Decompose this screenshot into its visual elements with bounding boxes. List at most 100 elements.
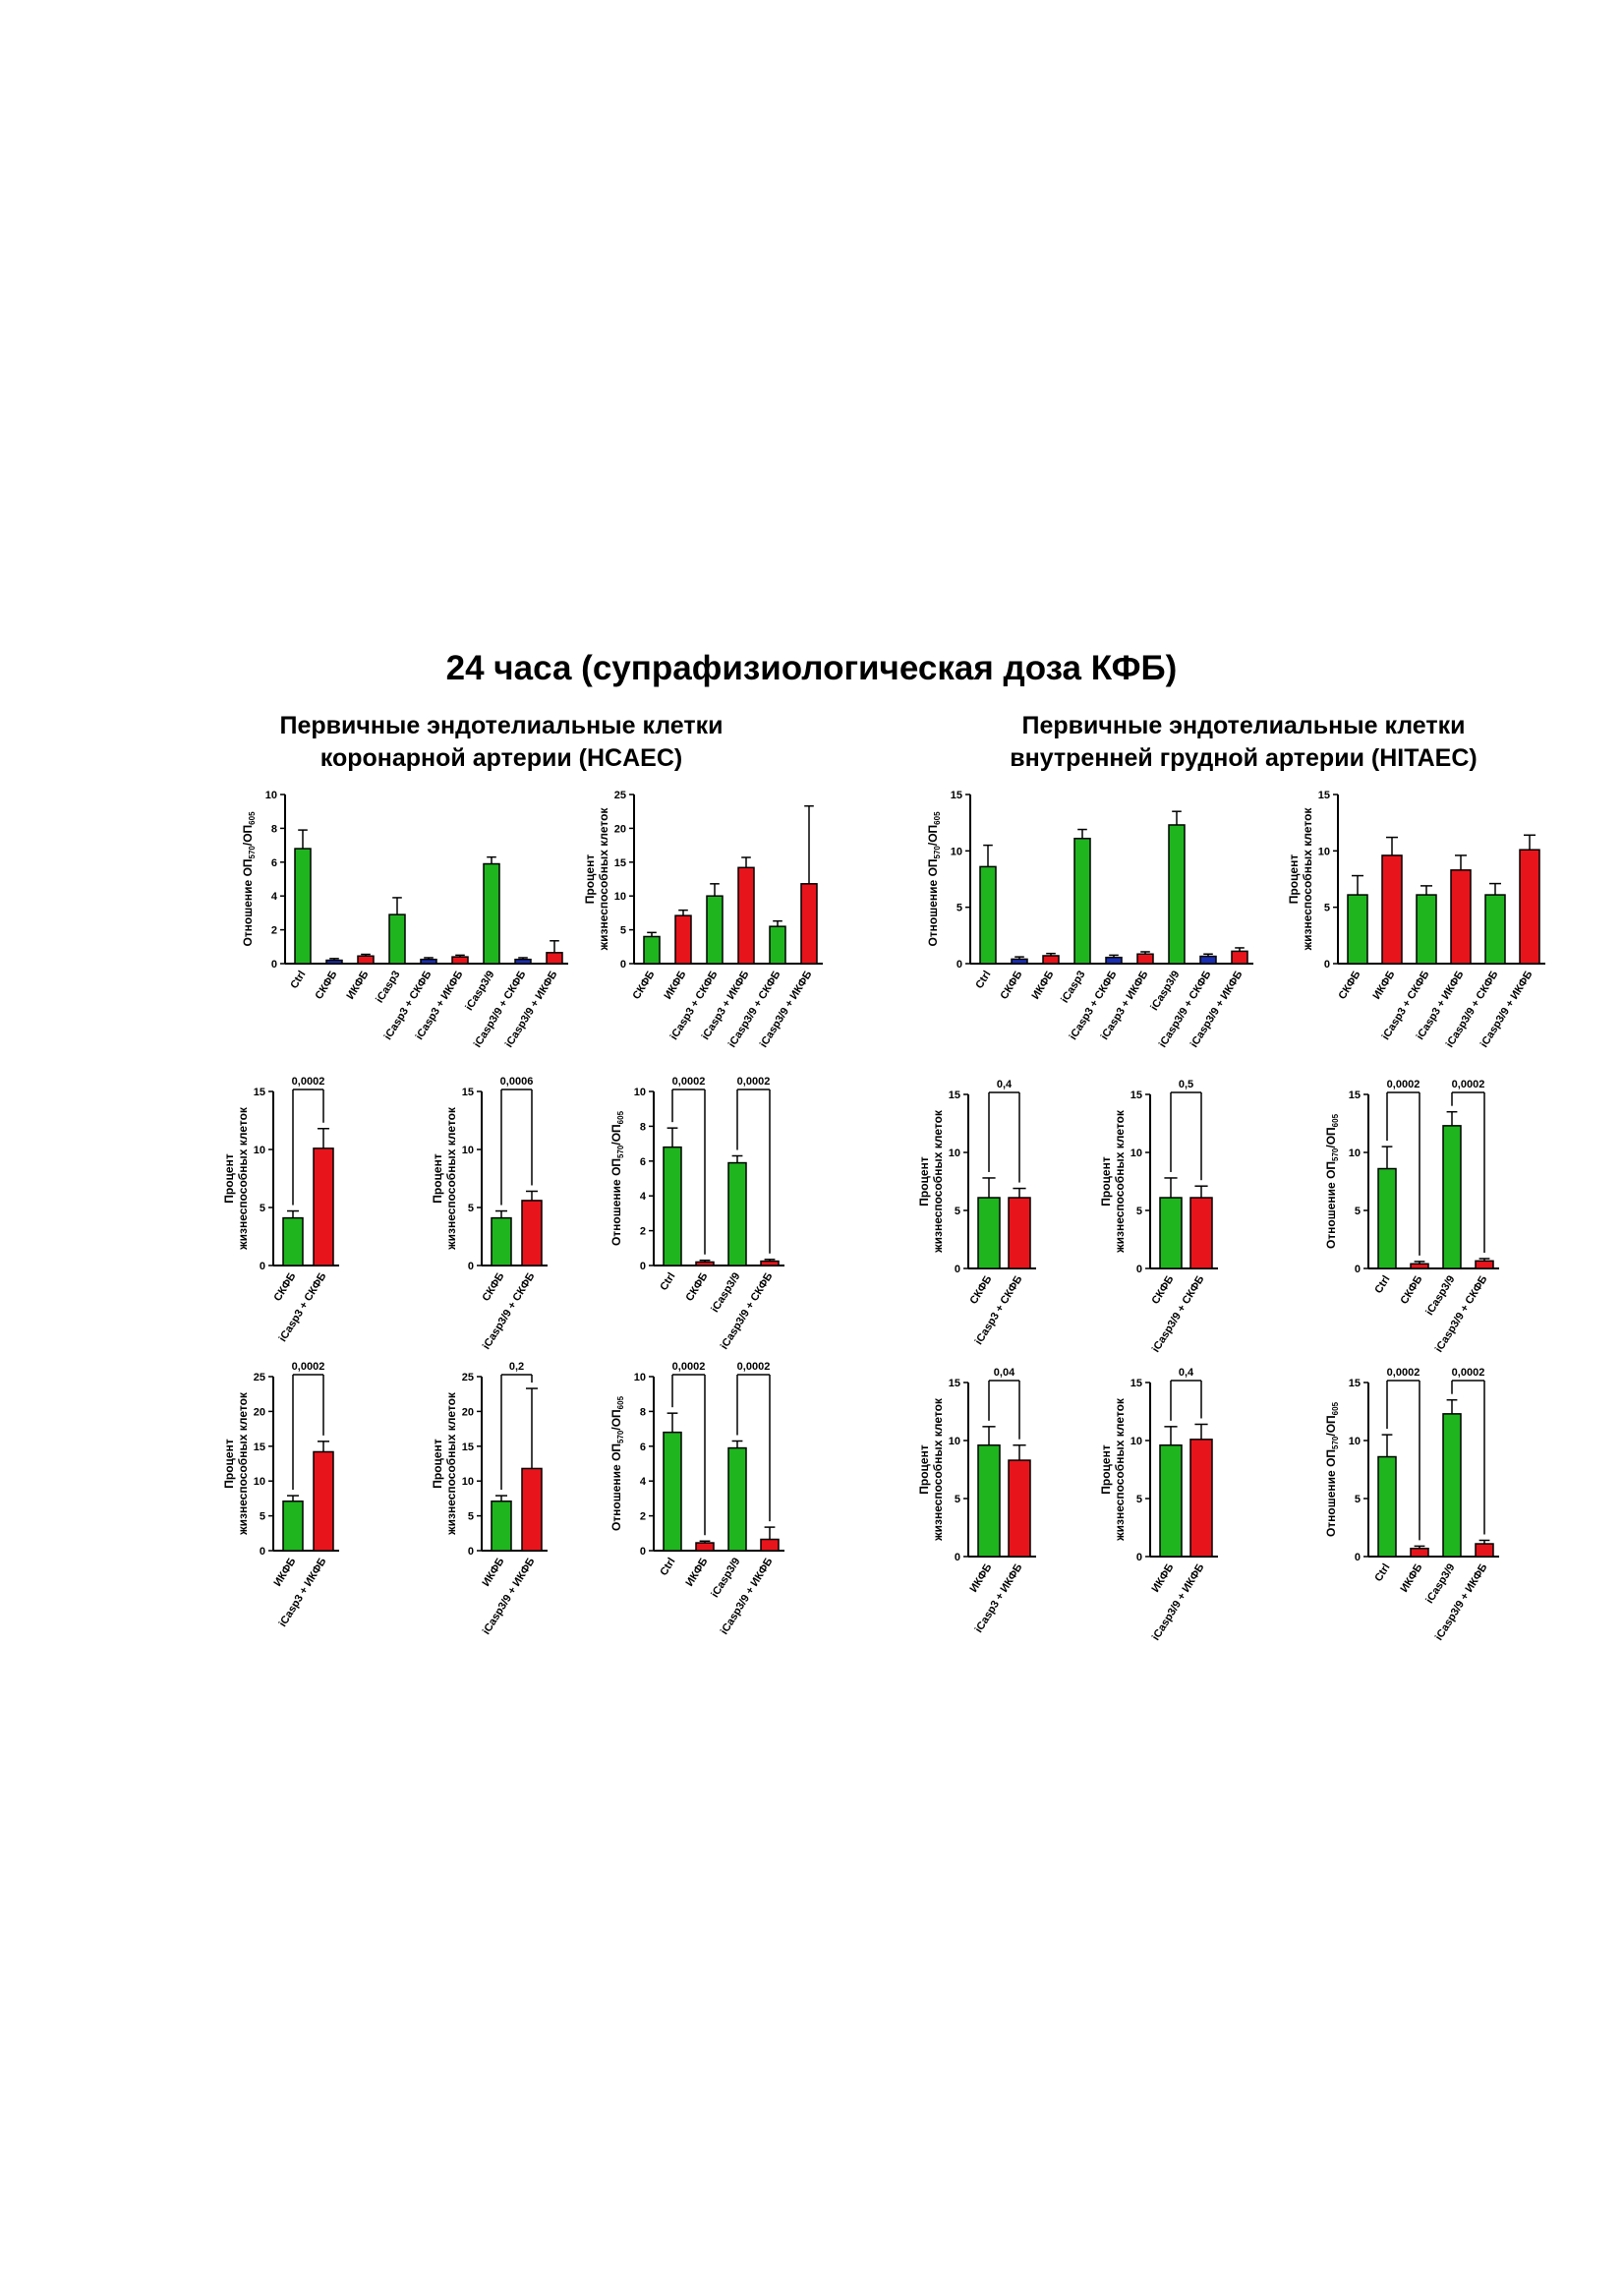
bar	[1519, 849, 1540, 965]
y-axis-label: Отношение ОП570/ОП605	[609, 1110, 625, 1246]
y-tick-label: 25	[462, 1372, 474, 1383]
y-tick-label: 2	[640, 1226, 646, 1238]
y-tick-label: 8	[640, 1406, 646, 1418]
subtitle-hitaec-line1: Первичные эндотелиальные клетки	[1021, 712, 1466, 739]
p-value-label: 0,0002	[1452, 1367, 1485, 1379]
y-tick-label: 25	[614, 790, 626, 801]
x-tick-label: iCasp3/9	[709, 1556, 742, 1600]
y-tick-label: 10	[951, 846, 962, 857]
x-tick-label: iCasp3/9	[1423, 1561, 1457, 1606]
bar	[1011, 958, 1028, 965]
bar	[977, 1197, 1001, 1269]
bar	[1377, 1167, 1397, 1269]
bar	[521, 1200, 543, 1266]
y-tick-label: 10	[1349, 1436, 1361, 1447]
y-tick-label: 10	[634, 1087, 646, 1098]
chart-p10: 0 5 10 15 Отношение ОП570/ОП605 Ctrl СКФБiCasp…	[1324, 1079, 1499, 1355]
p-value-label: 0,4	[1179, 1367, 1194, 1379]
y-tick-label: 8	[271, 823, 277, 835]
x-tick-label: СКФБ	[631, 969, 658, 1001]
p-value-label: 0,4	[997, 1079, 1013, 1090]
y-axis-label: Процентжизнеспособных клеток	[583, 807, 610, 952]
x-tick-label: СКФБ	[1399, 1273, 1425, 1306]
bar	[1410, 1263, 1429, 1269]
y-tick-label: 25	[254, 1372, 265, 1383]
y-tick-label: 10	[1349, 1148, 1361, 1159]
x-tick-label: ИКФБ	[1399, 1561, 1425, 1594]
bar	[977, 1443, 1001, 1558]
p-value-label: 0,0002	[292, 1076, 325, 1088]
bar	[1105, 956, 1123, 965]
bar	[1231, 950, 1248, 965]
y-tick-label: 15	[1130, 1378, 1142, 1389]
bar	[1484, 894, 1506, 965]
x-tick-label: iCasp3/9	[709, 1270, 742, 1315]
bar	[769, 925, 786, 965]
y-tick-label: 0	[1136, 1264, 1142, 1275]
x-tick-label: Ctrl	[1372, 1561, 1392, 1583]
bar	[663, 1146, 682, 1266]
subtitle-hcaec-line2: коронарной артерии (HCAEC)	[319, 744, 683, 772]
y-tick-label: 15	[951, 790, 962, 801]
y-tick-label: 10	[1130, 1436, 1142, 1447]
y-tick-label: 0	[620, 959, 626, 971]
y-tick-label: 10	[1130, 1148, 1142, 1159]
y-tick-label: 5	[1324, 903, 1330, 914]
p-value-label: 0,0002	[1387, 1367, 1420, 1379]
bar	[282, 1500, 304, 1552]
x-tick-label: Ctrl	[973, 969, 993, 990]
x-tick-label: ИКФБ	[272, 1556, 299, 1588]
bar	[1442, 1125, 1462, 1269]
y-axis-label: Процентжизнеспособных клеток	[222, 1391, 250, 1536]
x-tick-label: ИКФБ	[968, 1561, 995, 1594]
y-tick-label: 15	[1349, 1378, 1361, 1389]
bar	[1381, 854, 1403, 965]
bar	[1450, 869, 1472, 965]
bar	[1475, 1260, 1494, 1269]
bar	[706, 895, 724, 965]
bar	[979, 865, 997, 965]
y-tick-label: 15	[462, 1087, 474, 1098]
y-tick-label: 20	[462, 1406, 474, 1418]
bar	[491, 1500, 512, 1552]
y-tick-label: 5	[955, 1494, 960, 1505]
y-tick-label: 5	[956, 903, 962, 914]
y-tick-label: 5	[468, 1511, 474, 1523]
figure-title: 24 часа (супрафизиологическая доза КФБ)	[445, 649, 1178, 687]
x-tick-label: ИКФБ	[1030, 969, 1057, 1001]
x-tick-label: iCasp3/9	[1423, 1273, 1457, 1318]
p-value-label: 0,0002	[672, 1076, 706, 1088]
bar	[1168, 824, 1186, 965]
y-axis-label: Процентжизнеспособных клеток	[917, 1397, 945, 1542]
y-tick-label: 4	[640, 1476, 647, 1488]
y-tick-label: 10	[254, 1145, 265, 1156]
y-tick-label: 5	[620, 925, 626, 937]
y-axis-label: Процентжизнеспособных клеток	[1099, 1109, 1127, 1254]
bar	[1475, 1543, 1494, 1558]
chart-p12: 0 5 10 15 20 25 Процентжизнеспособных клеток ИК…	[431, 1361, 548, 1637]
y-axis-label: Процентжизнеспособных клеток	[222, 1106, 250, 1251]
y-tick-label: 5	[1355, 1206, 1361, 1217]
y-tick-label: 0	[468, 1261, 474, 1272]
bar	[451, 956, 469, 965]
p-value-label: 0,0006	[500, 1076, 534, 1088]
p-value-label: 0,0002	[1452, 1079, 1485, 1090]
x-tick-label: СКФБ	[272, 1270, 299, 1303]
y-tick-label: 0	[956, 959, 962, 971]
y-tick-label: 0	[640, 1261, 646, 1272]
x-tick-label: ИКФБ	[684, 1556, 711, 1588]
y-tick-label: 0	[955, 1264, 960, 1275]
bar	[1008, 1197, 1031, 1269]
subtitle-hcaec-line1: Первичные эндотелиальные клетки	[279, 712, 724, 739]
subtitle-hitaec: Первичные эндотелиальные клетки внутренн…	[929, 710, 1558, 775]
y-axis-label: Процентжизнеспособных клеток	[431, 1106, 458, 1251]
y-tick-label: 0	[955, 1552, 960, 1563]
p-value-label: 0,0002	[1387, 1079, 1420, 1090]
y-tick-label: 10	[462, 1476, 474, 1488]
p-value-label: 0,0002	[737, 1076, 771, 1088]
bar	[727, 1446, 747, 1552]
